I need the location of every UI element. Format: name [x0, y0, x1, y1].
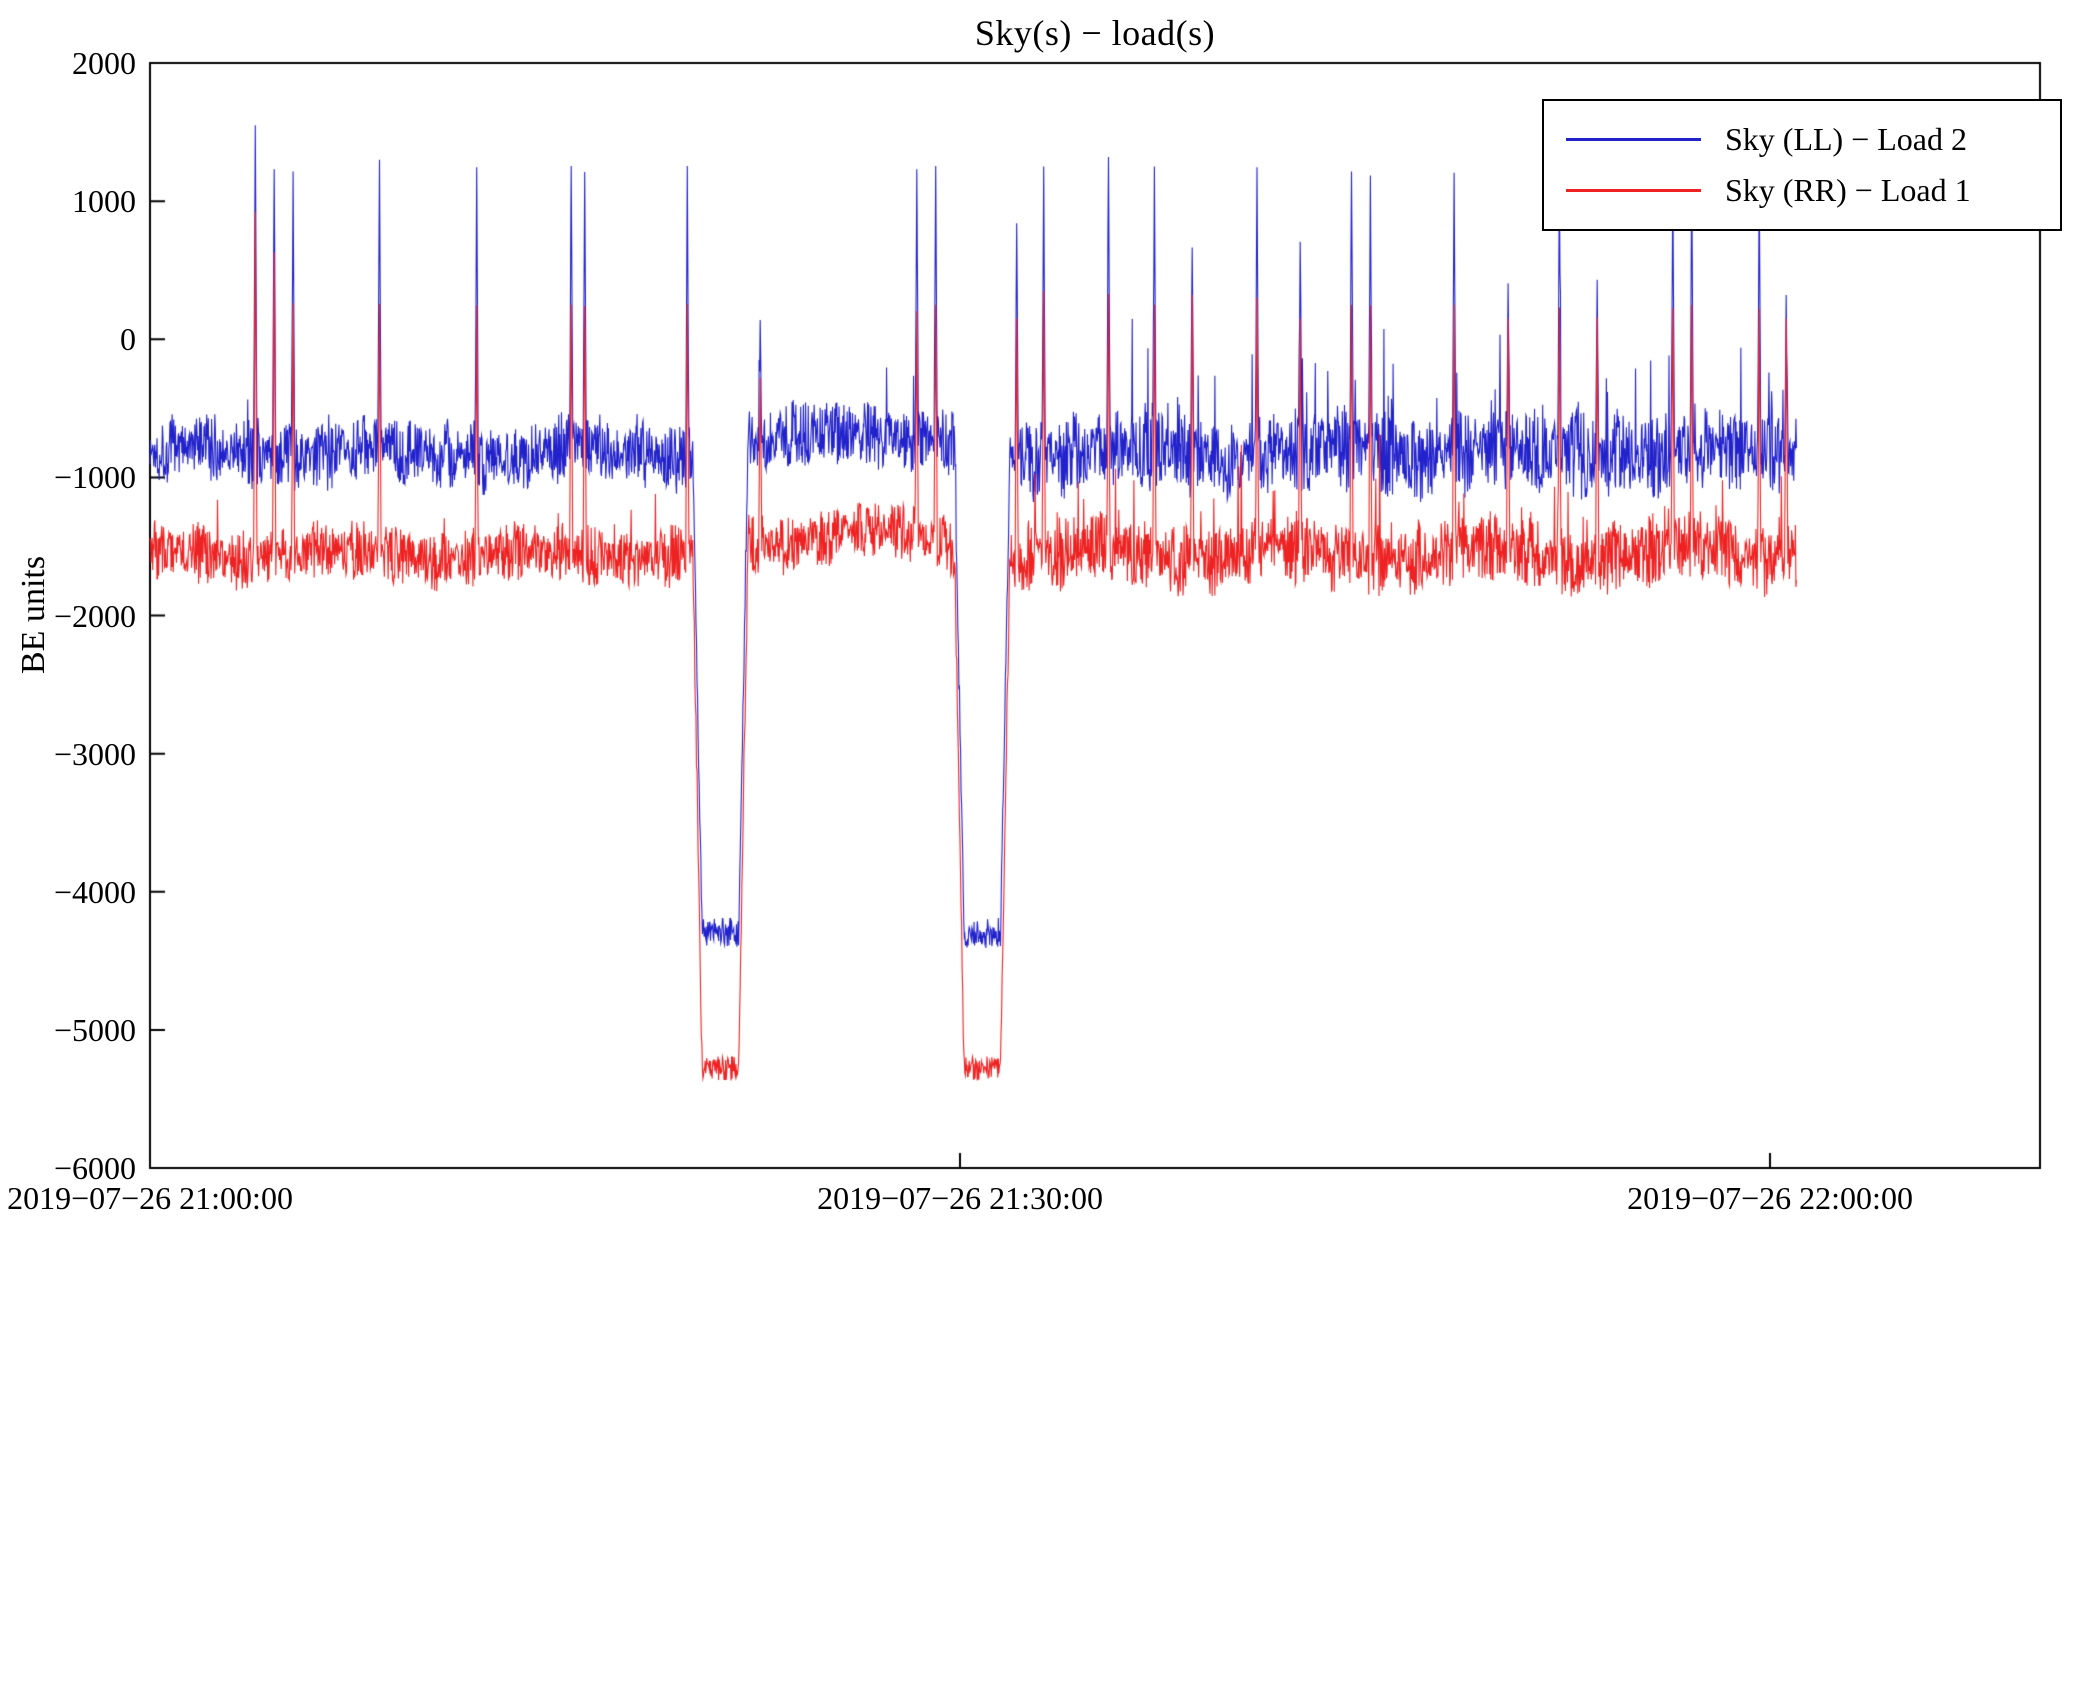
legend: Sky (LL) − Load 2 Sky (RR) − Load 1 — [1542, 99, 2062, 231]
y-tick-label: −3000 — [53, 736, 136, 772]
legend-item: Sky (LL) − Load 2 — [1566, 121, 2060, 158]
y-tick-label: 1000 — [72, 183, 136, 219]
legend-line-icon — [1566, 138, 1701, 141]
legend-label: Sky (LL) − Load 2 — [1725, 121, 1967, 157]
x-tick-label: 2019−07−26 21:00:00 — [7, 1180, 293, 1216]
y-tick-label: −1000 — [53, 459, 136, 495]
x-tick-label: 2019−07−26 21:30:00 — [817, 1180, 1103, 1216]
legend-item: Sky (RR) − Load 1 — [1566, 172, 2060, 209]
y-tick-label: −2000 — [53, 598, 136, 634]
chart-title: Sky(s) − load(s) — [974, 13, 1216, 53]
y-tick-label: −4000 — [53, 874, 136, 910]
legend-line-icon — [1566, 189, 1701, 192]
legend-label: Sky (RR) − Load 1 — [1725, 172, 1971, 208]
y-tick-label: 2000 — [72, 45, 136, 81]
y-tick-label: 0 — [120, 321, 136, 357]
x-tick-label: 2019−07−26 22:00:00 — [1627, 1180, 1913, 1216]
y-tick-label: −6000 — [53, 1150, 136, 1186]
y-tick-label: −5000 — [53, 1012, 136, 1048]
